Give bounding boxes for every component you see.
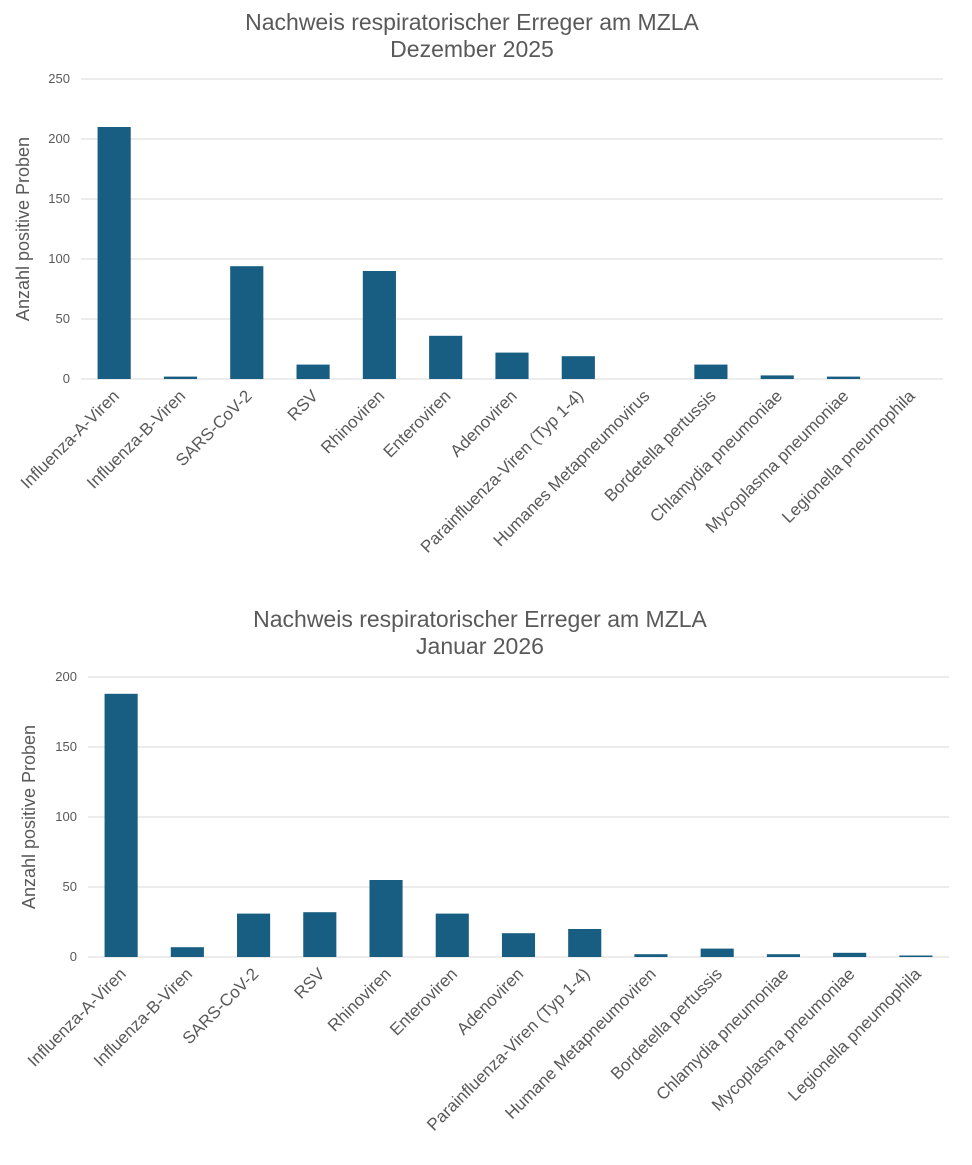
bar xyxy=(104,693,138,957)
category-label: Chlamydia pneumoniae xyxy=(653,964,793,1104)
y-axis-label: Anzahl positive Proben xyxy=(13,137,33,321)
bar xyxy=(833,952,867,957)
category-label: Bordetella pertussis xyxy=(601,386,720,505)
category-label: Enteroviren xyxy=(386,964,461,1039)
chart-januar-2026: Nachweis respiratorischer Erreger am MZL… xyxy=(19,606,949,1135)
bar xyxy=(899,955,933,957)
y-tick-label: 150 xyxy=(55,739,77,754)
bar xyxy=(826,376,861,379)
category-label: RSV xyxy=(290,964,329,1003)
category-label: Legionella pneumophila xyxy=(778,386,919,527)
category-label: Rhinoviren xyxy=(324,964,395,1035)
bar xyxy=(237,913,271,957)
bar xyxy=(561,356,595,379)
y-tick-label: 50 xyxy=(56,311,70,326)
y-tick-label: 200 xyxy=(48,131,70,146)
y-tick-label: 150 xyxy=(48,191,70,206)
y-tick-label: 100 xyxy=(48,251,70,266)
category-label: Legionella pneumophila xyxy=(784,964,925,1105)
bar xyxy=(303,912,337,957)
bar xyxy=(369,880,403,957)
y-tick-label: 250 xyxy=(48,71,70,86)
y-tick-label: 100 xyxy=(55,809,77,824)
y-tick-label: 50 xyxy=(63,879,77,894)
y-tick-label: 0 xyxy=(63,371,70,386)
bar xyxy=(634,954,668,957)
bar xyxy=(700,948,734,957)
y-axis-label: Anzahl positive Proben xyxy=(19,725,39,909)
category-label: RSV xyxy=(284,386,323,425)
bar xyxy=(501,933,536,957)
bar xyxy=(495,352,529,379)
chart-subtitle: Dezember 2025 xyxy=(390,36,554,62)
bar xyxy=(760,375,794,379)
bar xyxy=(694,364,728,379)
bar xyxy=(435,913,469,957)
bar xyxy=(230,266,264,379)
bar xyxy=(170,947,204,957)
chart-subtitle: Januar 2026 xyxy=(416,633,544,659)
bar xyxy=(766,954,800,957)
category-label: Rhinoviren xyxy=(317,386,388,457)
category-label: Chlamydia pneumoniae xyxy=(646,386,786,526)
bar xyxy=(163,376,198,379)
category-label: Enteroviren xyxy=(380,386,455,461)
bar xyxy=(568,929,602,957)
bar xyxy=(97,127,131,379)
chart-title: Nachweis respiratorischer Erreger am MZL… xyxy=(253,606,707,632)
chart-dezember-2025: Nachweis respiratorischer Erreger am MZL… xyxy=(13,9,943,557)
y-tick-label: 200 xyxy=(55,669,77,684)
y-tick-label: 0 xyxy=(70,949,77,964)
bar xyxy=(296,364,330,379)
bar xyxy=(429,335,463,379)
chart-title: Nachweis respiratorischer Erreger am MZL… xyxy=(245,9,699,35)
bar xyxy=(362,271,396,379)
category-label: Bordetella pertussis xyxy=(607,964,726,1083)
